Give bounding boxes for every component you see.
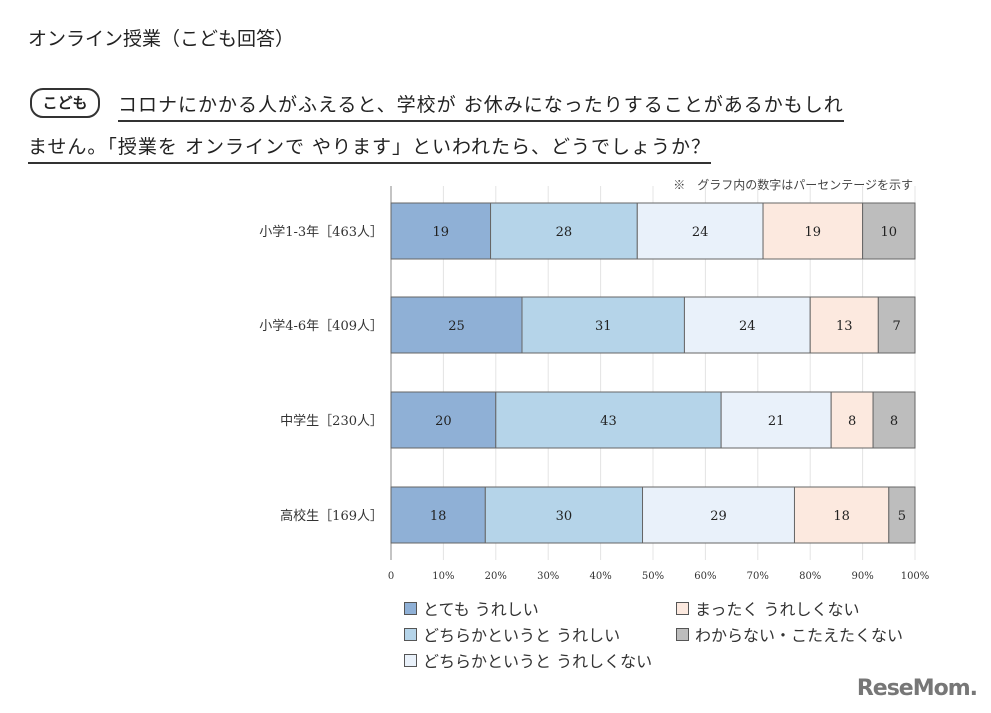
data-label: 24: [692, 225, 709, 240]
legend-swatch: [404, 653, 417, 667]
data-label: 7: [893, 319, 901, 334]
legend-label: わからない・こたえたくない: [695, 626, 904, 645]
legend-swatch: [676, 601, 689, 615]
page-title: オンライン授業（こども回答）: [28, 28, 295, 50]
bar-segment: [642, 486, 795, 544]
bar-segment: [390, 391, 497, 449]
chart-note: ※ グラフ内の数字はパーセンテージを示す: [673, 178, 913, 192]
data-label: 19: [805, 225, 822, 240]
legend-swatch: [404, 627, 417, 641]
bar-segment: [484, 486, 644, 544]
bar-segment: [809, 296, 879, 354]
bar-segment: [521, 296, 685, 354]
question-line-2: ません。「授業を オンラインで やります」といわれたら、どうでしょうか？: [28, 132, 712, 164]
x-tick-label: 90%: [851, 571, 873, 582]
respondent-badge: こども: [30, 88, 100, 118]
data-label: 5: [898, 509, 906, 524]
bar-segment: [636, 202, 764, 260]
bar-segment: [390, 296, 523, 354]
x-tick-label: 100%: [901, 571, 930, 582]
x-tick-label: 20%: [485, 571, 507, 582]
bar-segment: [830, 391, 874, 449]
legend-item: どちらかというと うれしい: [404, 622, 620, 646]
data-label: 20: [435, 414, 452, 429]
x-tick-label: 80%: [799, 571, 821, 582]
legend-label: とても うれしい: [423, 600, 539, 619]
question-line-1: コロナにかかる人がふえると、学校が お休みになったりすることがあるかもしれ: [118, 90, 844, 122]
resemom-logo: ReseMom.: [856, 676, 978, 701]
x-tick-label: 30%: [537, 571, 559, 582]
bar-segment: [872, 391, 916, 449]
bar-segment: [762, 202, 864, 260]
x-tick-label: 60%: [694, 571, 716, 582]
data-label: 8: [848, 414, 856, 429]
legend-label: どちらかというと うれしくない: [423, 652, 653, 671]
data-label: 24: [739, 319, 756, 334]
x-tick-label: 0: [388, 571, 394, 582]
x-tick-label: 10%: [432, 571, 454, 582]
category-label: 小学1-3年［463人］: [259, 224, 383, 240]
bar-segment: [877, 296, 916, 354]
legend-swatch: [676, 627, 689, 641]
data-label: 18: [430, 509, 447, 524]
legend-item: とても うれしい: [404, 596, 539, 620]
x-tick-label: 50%: [642, 571, 664, 582]
x-tick-label: 70%: [747, 571, 769, 582]
category-label: 小学4-6年［409人］: [259, 318, 383, 334]
bar-segment: [490, 202, 638, 260]
legend-item: どちらかというと うれしくない: [404, 648, 652, 672]
bar-segment: [862, 202, 916, 260]
x-tick-label: 40%: [589, 571, 611, 582]
data-label: 8: [890, 414, 898, 429]
bar-segment: [888, 486, 916, 544]
legend-label: まったく うれしくない: [695, 600, 860, 619]
bar-segment: [683, 296, 811, 354]
data-label: 25: [448, 319, 465, 334]
data-label: 28: [556, 225, 573, 240]
bar-segment: [793, 486, 890, 544]
legend-swatch: [404, 601, 417, 615]
legend-item: わからない・こたえたくない: [676, 622, 903, 646]
bar-segment: [720, 391, 832, 449]
data-label: 43: [600, 414, 617, 429]
legend-label: どちらかというと うれしい: [423, 626, 621, 645]
category-label: 中学生［230人］: [280, 413, 383, 429]
data-label: 13: [836, 319, 853, 334]
legend-item: まったく うれしくない: [676, 596, 859, 620]
category-label: 高校生［169人］: [280, 508, 383, 524]
data-label: 31: [595, 319, 612, 334]
data-label: 10: [881, 225, 898, 240]
bar-segment: [390, 486, 486, 544]
data-label: 21: [768, 414, 785, 429]
data-label: 29: [710, 509, 727, 524]
bar-segment: [495, 391, 722, 449]
data-label: 19: [433, 225, 450, 240]
data-label: 18: [833, 509, 850, 524]
bar-segment: [390, 202, 492, 260]
data-label: 30: [556, 509, 573, 524]
